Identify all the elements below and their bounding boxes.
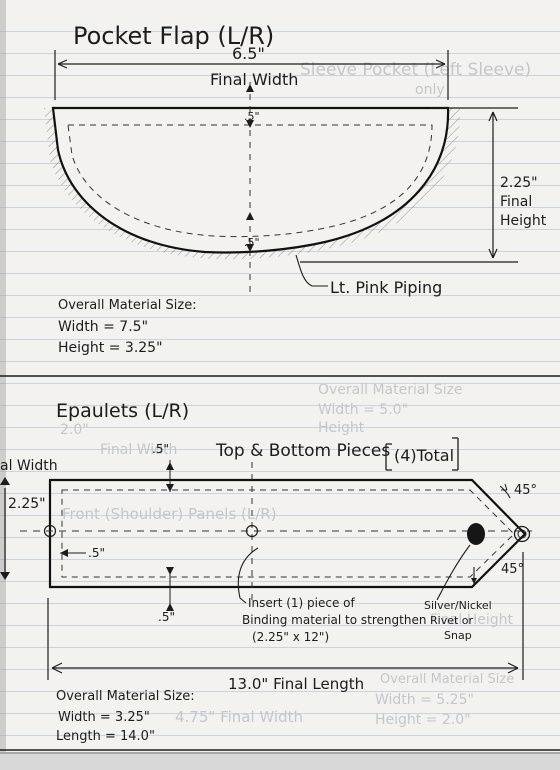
- flap-height-label-1: Final: [500, 194, 533, 210]
- ghost-text-5: Width = 5.0": [318, 402, 409, 418]
- epaulet-outline: [48, 478, 527, 589]
- flap-seam-bottom: .5": [244, 236, 260, 249]
- epaulet-insert-note-1: Insert (1) piece of: [248, 596, 355, 610]
- flap-width-value: 6.5": [232, 44, 265, 63]
- flap-height-label-2: Height: [500, 213, 547, 229]
- epaulet-material-width: Width = 3.25": [58, 710, 150, 725]
- flap-piping-note: Lt. Pink Piping: [330, 278, 443, 297]
- ghost-text-12: 4.75" Final Width: [175, 708, 303, 726]
- ghost-text-6: Height: [318, 420, 365, 436]
- rivet-marker: [467, 523, 485, 545]
- flap-seam-top: .5": [244, 110, 260, 123]
- epaulet-rivet-note-1: Silver/Nickel: [424, 599, 492, 612]
- epaulet-material-length: Length = 14.0": [56, 729, 155, 744]
- epaulet-height-value: 2.25": [8, 496, 46, 512]
- ghost-text-7: Front (Shoulder) Panels (L/R): [62, 505, 277, 523]
- epaulet-angle-bottom: 45°: [501, 562, 525, 577]
- ghost-text-11: Height = 2.0": [375, 712, 471, 728]
- ghost-text-4: Overall Material Size: [318, 382, 463, 398]
- flap-width-dimension: [54, 50, 449, 100]
- flap-height-dimension: [300, 107, 518, 263]
- ghost-text-13: Final Height: [430, 612, 513, 628]
- epaulet-rivet-note-3: Snap: [444, 629, 472, 642]
- ghost-text-10: Width = 5.25": [375, 692, 474, 708]
- ghost-text-14: Overall Material Size: [380, 672, 515, 687]
- epaulet-pieces-title: Top & Bottom Pieces: [216, 441, 391, 461]
- epaulet-insert-note-3: (2.25" x 12"): [252, 630, 330, 644]
- ghost-text-2: only: [415, 82, 445, 98]
- flap-width-label: Final Width: [210, 70, 299, 89]
- epaulet-rivet-note-2: Rivet or: [430, 614, 474, 627]
- ghost-text-1: Sleeve Pocket (Left Sleeve): [300, 60, 532, 80]
- epaulet-seam-top: .5": [152, 442, 169, 456]
- epaulet-insert-note-2: Binding material to strengthen: [242, 613, 427, 627]
- flap-height-value: 2.25": [500, 175, 538, 191]
- flap-title: Pocket Flap (L/R): [73, 22, 275, 50]
- epaulet-seam-bottom: .5": [158, 610, 175, 624]
- flap-material-title: Overall Material Size:: [58, 298, 197, 313]
- flap-outline: [51, 106, 450, 254]
- flap-material-height: Height = 3.25": [58, 340, 163, 356]
- ghost-text-9: Final Width: [100, 442, 178, 458]
- epaulet-length-dimension: [47, 552, 524, 680]
- ghost-text-8: 2.0": [60, 422, 89, 438]
- epaulet-angle-top: 45°: [514, 483, 538, 498]
- flap-seam-line: [67, 124, 433, 238]
- epaulet-seam-left: .5": [88, 546, 105, 560]
- epaulet-title: Epaulets (L/R): [56, 400, 190, 422]
- flap-material-width: Width = 7.5": [58, 319, 149, 335]
- epaulet-material-title: Overall Material Size:: [56, 689, 195, 704]
- epaulet-length-value: 13.0" Final Length: [228, 675, 365, 693]
- epaulet-left-label: al Width: [0, 458, 58, 474]
- epaulet-seam-line: [61, 489, 515, 578]
- page-bottom-edge: [0, 752, 560, 770]
- epaulet-pieces-count: (4)Total: [394, 446, 455, 465]
